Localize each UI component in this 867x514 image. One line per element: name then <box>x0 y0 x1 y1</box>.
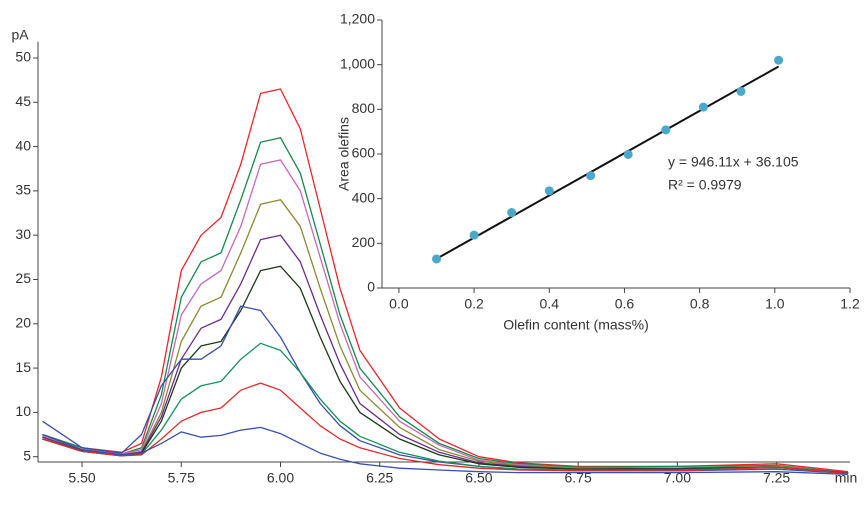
x-tick-label: 7.25 <box>763 470 790 486</box>
point <box>507 208 517 218</box>
trace <box>42 342 849 475</box>
y-tick-label: 0 <box>367 279 375 295</box>
y-tick-label: 30 <box>15 226 31 242</box>
y-tick-label: 400 <box>352 189 376 205</box>
point <box>774 55 784 65</box>
point <box>736 86 746 96</box>
y-tick-label: 20 <box>15 314 31 330</box>
x-tick-label: 1.2 <box>840 296 860 312</box>
annotation: y = 946.11x + 36.105 <box>668 154 799 170</box>
y-tick-label: 45 <box>15 93 31 109</box>
x-tick-label: 6.75 <box>565 470 592 486</box>
x-tick-label: 0.6 <box>615 296 635 312</box>
y-tick-label: 1,200 <box>340 11 375 27</box>
x-tick-label: 0.8 <box>690 296 710 312</box>
trendline <box>436 65 780 260</box>
y-tick-label: 200 <box>352 234 376 250</box>
point <box>469 230 479 240</box>
y-tick-label: 40 <box>15 137 31 153</box>
x-axis-label: Olefin content (mass%) <box>503 317 649 333</box>
trace <box>42 265 849 475</box>
y-tick-label: 15 <box>15 359 31 375</box>
x-tick-label: 1.0 <box>765 296 785 312</box>
trace <box>42 382 849 475</box>
trace <box>42 426 849 476</box>
trace <box>42 199 849 474</box>
point <box>661 125 671 135</box>
y-axis-label: pA <box>11 27 29 43</box>
x-tick-label: 5.50 <box>68 470 95 486</box>
trace <box>42 88 849 473</box>
x-tick-label: 5.75 <box>168 470 195 486</box>
x-tick-label: 0.4 <box>540 296 560 312</box>
trace <box>42 159 849 474</box>
y-tick-label: 25 <box>15 270 31 286</box>
x-tick-label: 6.25 <box>366 470 393 486</box>
y-tick-label: 35 <box>15 182 31 198</box>
x-tick-label: 6.00 <box>267 470 294 486</box>
trace <box>42 305 849 475</box>
point <box>544 186 554 196</box>
point <box>698 102 708 112</box>
y-tick-label: 50 <box>15 49 31 65</box>
y-tick-label: 600 <box>352 145 376 161</box>
y-axis-label: Area olefins <box>336 117 352 191</box>
x-tick-label: 6.50 <box>465 470 492 486</box>
point <box>432 254 442 264</box>
x-tick-label: 7.00 <box>664 470 691 486</box>
y-tick-label: 800 <box>352 100 376 116</box>
point <box>586 171 596 181</box>
y-tick-label: 1,000 <box>340 55 375 71</box>
point <box>623 149 633 159</box>
y-tick-label: 5 <box>23 447 31 463</box>
annotation: R² = 0.9979 <box>668 177 742 193</box>
x-tick-label: 0.2 <box>464 296 484 312</box>
x-tick-label: 0.0 <box>389 296 409 312</box>
trace <box>42 137 849 474</box>
y-tick-label: 10 <box>15 403 31 419</box>
